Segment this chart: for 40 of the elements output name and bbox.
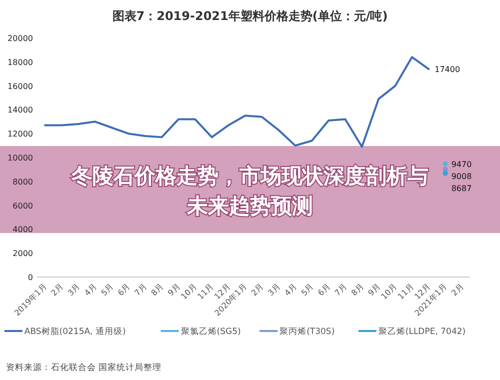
x-tick-label: 7月	[333, 282, 349, 298]
x-tick-label: 2月	[450, 282, 466, 298]
y-tick-label: 20000	[8, 34, 33, 43]
x-tick-label: 2月	[49, 282, 66, 298]
x-tick-label: 9月	[166, 282, 182, 298]
x-tick-label: 7月	[132, 282, 148, 298]
x-tick-label: 4月	[82, 282, 98, 298]
line-series	[44, 56, 430, 148]
y-tick-label: 6000	[12, 201, 33, 210]
annotation: 冬陵石价格走势，市场现状深度剖析与未来趋势预测	[70, 164, 428, 218]
text: 资料来源：石化联合会 国家统计局整理	[6, 362, 162, 373]
x-tick-label: 8月	[150, 282, 166, 298]
data-label: 8687	[451, 184, 472, 193]
y-tick-label: 0	[28, 273, 33, 282]
data-label: 17400	[434, 65, 460, 74]
x-tick-label: 11月	[396, 282, 416, 302]
x-tick-label: 5月	[300, 282, 316, 298]
chart-title: 图表7：2019-2021年塑料价格走势(单位：元/吨)	[112, 9, 388, 23]
legend-label: 聚乙烯(LLDPE, 7042)	[378, 326, 466, 337]
x-tick-label: 2月	[250, 282, 266, 298]
y-tick-label: 16000	[8, 82, 33, 91]
legend-label: 聚氯乙烯(SG5)	[180, 326, 241, 337]
x-tick-label: 6月	[116, 282, 132, 298]
legend-label: ABS树脂(0215A, 通用级)	[24, 326, 126, 337]
y-tick-label: 10000	[8, 154, 33, 162]
x-tick-label: 4月	[282, 282, 299, 298]
x-tick-label: 6月	[316, 282, 332, 298]
legend-label: 聚丙烯(T30S)	[280, 326, 335, 337]
y-tick-label: 12000	[8, 130, 33, 139]
y-tick-label: 2000	[12, 249, 33, 258]
y-tick-label: 18000	[8, 58, 33, 67]
x-tick-label: 3月	[266, 282, 282, 298]
data-label: 9008	[451, 172, 472, 181]
x-tick-label: 3月	[66, 282, 82, 298]
x-tick-label: 5月	[100, 282, 116, 298]
y-tick-label: 8000	[12, 177, 33, 186]
x-tick-label: 8月	[350, 282, 366, 298]
y-tick-label: 14000	[8, 106, 33, 115]
y-tick-label: 4000	[12, 225, 33, 234]
data-label: 9470	[451, 160, 472, 169]
